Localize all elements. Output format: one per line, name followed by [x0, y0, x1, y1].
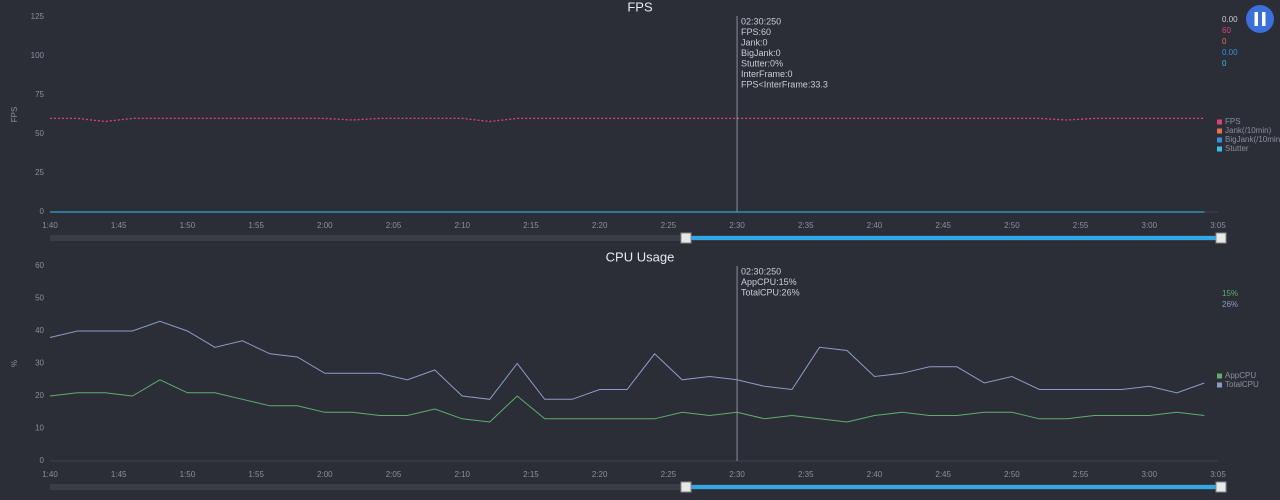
- legend-swatch: [1217, 146, 1222, 152]
- legend-label: TotalCPU: [1225, 380, 1259, 389]
- x-tick-label: 2:05: [386, 221, 402, 230]
- y-tick-label: 50: [35, 129, 44, 138]
- x-tick-label: 2:00: [317, 470, 333, 479]
- x-tick-label: 2:00: [317, 221, 333, 230]
- x-tick-label: 2:45: [935, 470, 951, 479]
- y-tick-label: 0: [40, 207, 45, 216]
- pause-button[interactable]: [1246, 5, 1274, 33]
- x-tick-label: 2:30: [729, 470, 745, 479]
- legend-swatch: [1217, 137, 1222, 143]
- x-tick-label: 2:40: [867, 470, 883, 479]
- legend-swatch: [1217, 373, 1222, 379]
- x-tick-label: 2:40: [867, 221, 883, 230]
- series-line: [50, 117, 1205, 123]
- x-tick-label: 2:20: [592, 221, 608, 230]
- readout-value: 26%: [1222, 300, 1238, 309]
- x-tick-label: 2:15: [523, 221, 539, 230]
- x-tick-label: 1:55: [248, 221, 264, 230]
- x-tick-label: 2:05: [386, 470, 402, 479]
- x-tick-label: 1:50: [180, 221, 196, 230]
- fps-scrollbar: [50, 232, 1227, 244]
- y-tick-label: 125: [31, 12, 45, 21]
- x-tick-label: 2:50: [1004, 470, 1020, 479]
- tooltip-line: 02:30:250: [741, 266, 781, 276]
- legend-label: Stutter: [1225, 144, 1249, 153]
- x-tick-label: 1:45: [111, 221, 127, 230]
- x-tick-label: 2:55: [1073, 470, 1089, 479]
- x-tick-label: 2:35: [798, 470, 814, 479]
- x-tick-label: 2:50: [1004, 221, 1020, 230]
- y-tick-label: 75: [35, 90, 44, 99]
- y-tick-label: 40: [35, 326, 44, 335]
- chart-title: FPS: [627, 0, 653, 14]
- x-tick-label: 2:30: [729, 221, 745, 230]
- x-tick-label: 3:05: [1210, 470, 1226, 479]
- y-tick-label: 60: [35, 261, 44, 270]
- tooltip-line: TotalCPU:26%: [741, 287, 800, 297]
- series-line: [49, 320, 1205, 400]
- x-tick-label: 1:45: [111, 470, 127, 479]
- x-tick-label: 2:15: [523, 470, 539, 479]
- x-tick-label: 2:55: [1073, 221, 1089, 230]
- readout-value: 0.00: [1222, 15, 1238, 24]
- readout-value: 0: [1222, 59, 1227, 68]
- tooltip-line: BigJank:0: [741, 48, 781, 58]
- tooltip-line: FPS:60: [741, 27, 771, 37]
- x-tick-label: 1:55: [248, 470, 264, 479]
- x-tick-label: 1:50: [180, 470, 196, 479]
- y-tick-label: 10: [35, 424, 44, 433]
- x-tick-label: 1:40: [42, 221, 58, 230]
- x-tick-label: 2:45: [935, 221, 951, 230]
- tooltip-line: Stutter:0%: [741, 58, 783, 68]
- x-tick-label: 2:20: [592, 470, 608, 479]
- legend-swatch: [1217, 119, 1222, 125]
- y-tick-label: 25: [35, 168, 44, 177]
- y-tick-label: 50: [35, 294, 44, 303]
- readout-value: 0.00: [1222, 48, 1238, 57]
- legend-label: Jank(/10min): [1225, 126, 1272, 135]
- y-tick-label: 30: [35, 359, 44, 368]
- x-tick-label: 3:05: [1210, 221, 1226, 230]
- readout-value: 60: [1222, 26, 1231, 35]
- legend-label: FPS: [1225, 117, 1241, 126]
- y-tick-label: 0: [40, 456, 45, 465]
- tooltip-line: AppCPU:15%: [741, 277, 797, 287]
- x-tick-label: 2:10: [454, 470, 470, 479]
- tooltip-line: FPS<InterFrame:33.3: [741, 79, 828, 89]
- chart-title: CPU Usage: [606, 249, 675, 264]
- x-tick-label: 2:35: [798, 221, 814, 230]
- y-axis-label: FPS: [10, 107, 19, 123]
- x-tick-label: 2:10: [454, 221, 470, 230]
- y-axis-label: %: [10, 360, 19, 367]
- series-line: [49, 379, 1205, 423]
- readout-value: 0: [1222, 37, 1227, 46]
- cpu-scrollbar: [50, 481, 1227, 493]
- readout-value: 15%: [1222, 289, 1238, 298]
- x-tick-label: 3:00: [1142, 221, 1158, 230]
- legend-label: BigJank(/10min): [1225, 135, 1280, 144]
- x-tick-label: 2:25: [661, 470, 677, 479]
- x-tick-label: 2:25: [661, 221, 677, 230]
- x-tick-label: 3:00: [1142, 470, 1158, 479]
- y-tick-label: 20: [35, 391, 44, 400]
- x-tick-label: 1:40: [42, 470, 58, 479]
- legend-swatch: [1217, 128, 1222, 134]
- tooltip-line: 02:30:250: [741, 16, 781, 26]
- legend-label: AppCPU: [1225, 371, 1256, 380]
- tooltip-line: InterFrame:0: [741, 69, 793, 79]
- legend-swatch: [1217, 382, 1222, 388]
- tooltip-line: Jank:0: [741, 37, 768, 47]
- y-tick-label: 100: [31, 51, 45, 60]
